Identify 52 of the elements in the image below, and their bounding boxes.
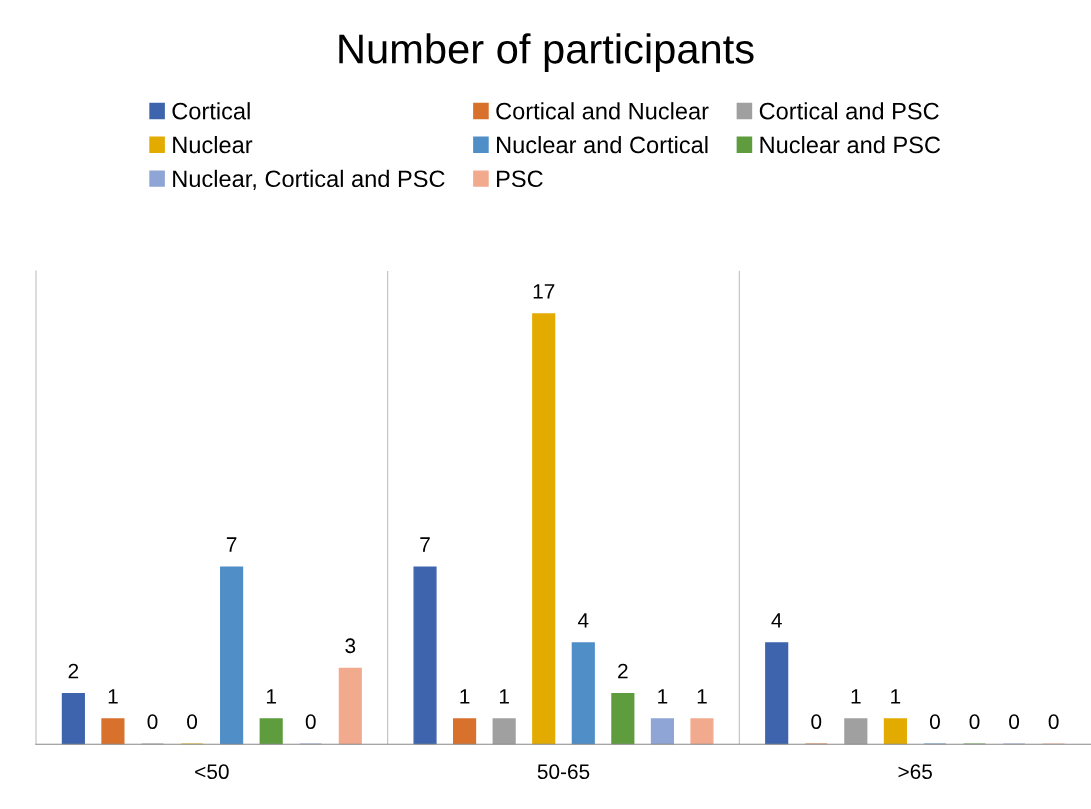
bar — [611, 692, 635, 745]
data-label: 1 — [891, 689, 901, 704]
legend-label: Nuclear and Cortical — [497, 135, 708, 154]
data-label: 0 — [969, 714, 980, 730]
data-label: 2 — [618, 663, 628, 679]
data-label: 0 — [929, 714, 940, 730]
bar — [413, 566, 437, 745]
data-label: 0 — [305, 714, 316, 730]
bar — [883, 718, 907, 745]
data-label: 1 — [697, 689, 707, 704]
data-label: 4 — [771, 613, 782, 628]
data-label: 1 — [851, 689, 861, 704]
data-label: 0 — [811, 714, 822, 730]
bar — [338, 667, 362, 745]
bar — [690, 718, 714, 745]
data-label: 1 — [499, 689, 509, 704]
bar — [101, 718, 125, 745]
data-label: 1 — [266, 689, 276, 704]
data-label: 2 — [68, 663, 79, 679]
bar — [844, 718, 868, 745]
data-label: 1 — [460, 689, 470, 704]
data-label: 0 — [1009, 714, 1020, 730]
legend-label: Cortical — [172, 102, 250, 120]
legend-label: Cortical and PSC — [759, 102, 939, 120]
data-label: 4 — [577, 613, 589, 628]
x-tick-label: <50 — [195, 764, 229, 780]
bar — [492, 718, 516, 745]
bar — [650, 718, 674, 745]
legend-label: Nuclear, Cortical and PSC — [173, 169, 445, 190]
data-label: 0 — [187, 714, 198, 730]
data-label: 0 — [1048, 714, 1059, 730]
data-label: 7 — [226, 537, 237, 552]
data-label: 7 — [420, 537, 430, 552]
x-tick-label: 50-65 — [537, 764, 590, 780]
data-label: 3 — [345, 638, 356, 654]
data-label: 1 — [108, 689, 118, 704]
legend-label: Nuclear and PSC — [760, 135, 941, 154]
legend-label: Nuclear — [173, 135, 253, 154]
legend-label: Cortical and Nuclear — [496, 102, 709, 120]
chart-title: Number of participants — [339, 33, 754, 73]
bar — [220, 566, 244, 745]
legend-label: PSC — [497, 170, 543, 188]
bar — [571, 642, 595, 745]
bar — [259, 718, 283, 745]
data-label: 0 — [147, 714, 158, 730]
bar — [453, 718, 477, 745]
bar — [61, 692, 85, 745]
x-tick-label: >65 — [898, 764, 932, 780]
bar — [532, 313, 556, 745]
data-label: 1 — [658, 689, 668, 704]
data-label: 17 — [533, 284, 555, 299]
bar — [765, 642, 789, 745]
